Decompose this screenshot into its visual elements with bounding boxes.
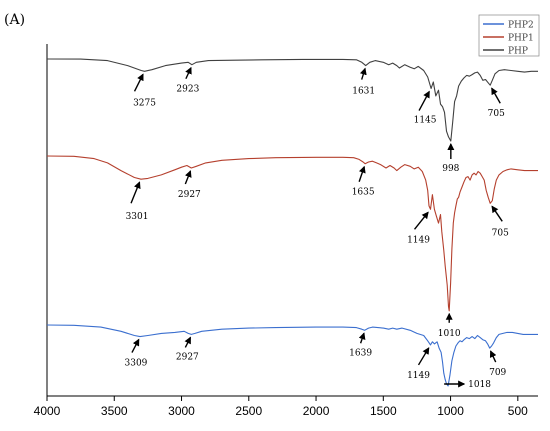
peak-label: 1639	[349, 348, 372, 358]
annotation-arrow	[358, 165, 366, 182]
annotation-arrow	[184, 336, 192, 348]
x-tick-label: 500	[508, 404, 528, 418]
annotation-arrow	[491, 87, 501, 104]
x-tick-label: 1000	[437, 404, 464, 418]
peak-label: 3309	[125, 359, 148, 369]
series-line-php1	[46, 155, 538, 312]
annotation-arrow	[133, 73, 144, 92]
annotation-arrow	[491, 205, 503, 222]
x-tick-label: 2500	[235, 404, 262, 418]
peak-label: 1145	[414, 116, 437, 126]
peak-label: 998	[442, 164, 459, 174]
x-tick-label: 1500	[370, 404, 397, 418]
x-tick-label: 3500	[101, 404, 128, 418]
peak-label: 709	[489, 368, 506, 378]
peak-label: 1149	[407, 371, 430, 381]
annotation-arrow	[489, 350, 497, 363]
annotation-arrow	[358, 332, 366, 344]
annotation-arrow	[413, 211, 429, 230]
legend-label: PHP1	[508, 34, 534, 44]
peak-label: 3301	[126, 212, 149, 222]
peak-label: 1631	[352, 87, 375, 97]
peak-label: 705	[488, 109, 505, 119]
annotation-arrow	[184, 170, 192, 185]
x-ticks: 4000 3500 3000 2500 2000 1500 1000 500	[34, 396, 528, 418]
legend: PHP2 PHP1 PHP	[478, 14, 540, 57]
annotation-arrow	[418, 90, 430, 111]
annotation-arrow	[359, 67, 367, 80]
annotation-arrow	[417, 347, 430, 366]
x-tick-label: 4000	[34, 404, 61, 418]
plot-axes	[46, 44, 538, 397]
peak-label: 1018	[468, 380, 491, 390]
x-tick-label: 3000	[168, 404, 195, 418]
peak-label: 1149	[407, 235, 430, 245]
legend-label: PHP	[508, 47, 528, 57]
peak-label: 1010	[438, 329, 461, 339]
legend-box	[478, 14, 540, 57]
peak-label: 2923	[176, 85, 199, 95]
annotation-arrow	[131, 338, 140, 353]
peak-label: 705	[492, 228, 509, 238]
panel-label: (A)	[4, 12, 25, 28]
annotation-layer: 3275 2923 1631 1145 998 705 3301 2927 1635 1149 10…	[125, 66, 509, 390]
series-line-php2	[46, 324, 538, 387]
peak-label: 2927	[178, 190, 201, 200]
peak-label: 3275	[133, 98, 156, 108]
series-line-php	[46, 58, 538, 142]
peak-label: 2927	[176, 352, 199, 362]
annotation-arrow	[185, 66, 192, 80]
legend-label: PHP2	[508, 21, 534, 31]
x-tick-label: 2000	[303, 404, 330, 418]
annotation-arrow	[130, 181, 141, 204]
series-layer	[46, 58, 538, 387]
peak-label: 1635	[352, 188, 375, 198]
